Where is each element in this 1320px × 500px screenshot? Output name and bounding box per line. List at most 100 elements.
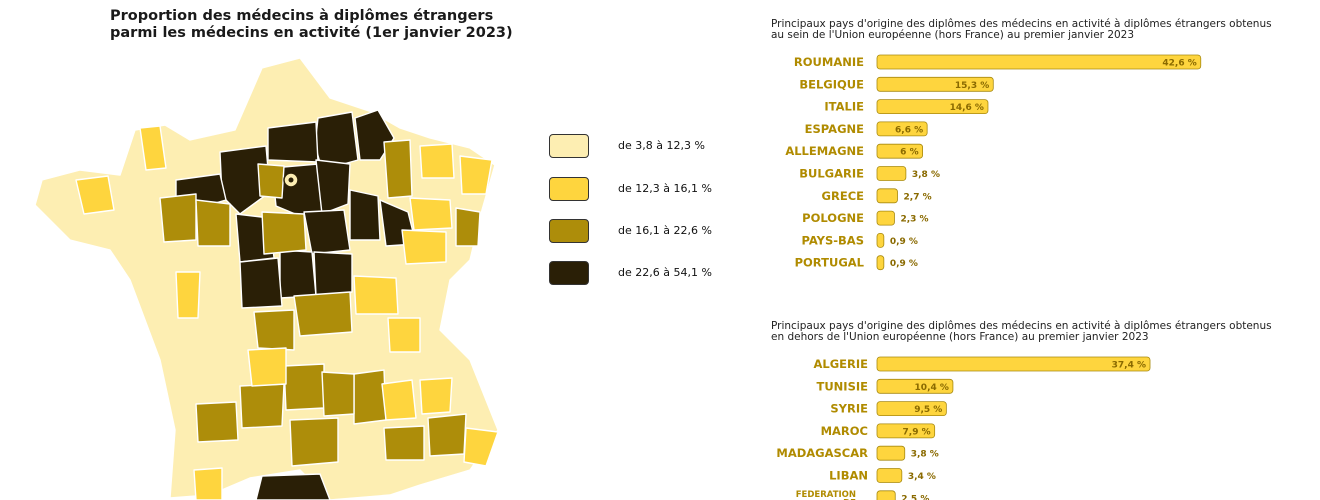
bar-value-label: 7,9 % xyxy=(903,427,931,437)
map-region-olive xyxy=(261,211,307,255)
map-region-yellow xyxy=(75,175,115,215)
map-title-line-1: Proportion des médecins à diplômes étran… xyxy=(110,8,494,24)
bar-value-label: 6,6 % xyxy=(895,125,923,135)
bar xyxy=(876,121,928,137)
legend-swatch xyxy=(549,134,589,158)
bar-value-label: 15,3 % xyxy=(955,81,989,91)
bar xyxy=(876,378,954,394)
map-region-olive xyxy=(293,291,353,337)
bar-category-label: BULGARIE xyxy=(799,167,864,181)
legend-item: de 3,8 à 12,3 % xyxy=(549,134,749,160)
non-eu-chart-title-line-1: Principaux pays d'origine des diplômes d… xyxy=(771,320,1272,332)
map-region-dark xyxy=(255,473,331,500)
legend-swatch xyxy=(549,261,589,285)
bar xyxy=(876,143,923,159)
map-region-olive xyxy=(289,417,339,467)
legend-item: de 16,1 à 22,6 % xyxy=(549,219,749,245)
non-eu-chart-title-line-2: en dehors de l'Union européenne (hors Fr… xyxy=(771,331,1149,343)
bar-category-label: ALLEMAGNE xyxy=(785,144,864,158)
map-region-yellow xyxy=(459,155,493,195)
legend-label: de 3,8 à 12,3 % xyxy=(618,139,705,152)
map-region-dark xyxy=(303,209,351,255)
bar xyxy=(876,356,1151,372)
map-region-yellow xyxy=(353,275,399,315)
bar xyxy=(876,445,906,461)
legend-label: de 12,3 à 16,1 % xyxy=(618,182,712,195)
map-region-olive xyxy=(159,193,197,243)
bar-value-label: 3,8 % xyxy=(912,170,940,180)
bar xyxy=(876,232,885,248)
bar-category-label: TUNISIE xyxy=(816,379,868,393)
bar xyxy=(876,401,947,417)
bar-value-label: 2,7 % xyxy=(904,192,932,202)
map-region-yellow xyxy=(193,467,223,500)
bar-category-label: POLOGNE xyxy=(802,211,864,225)
legend-label: de 22,6 à 54,1 % xyxy=(618,266,712,279)
bar-value-label: 37,4 % xyxy=(1112,361,1146,371)
bar-value-label: 10,4 % xyxy=(915,383,949,393)
bar-category-label: ITALIE xyxy=(824,100,864,114)
map-region-olive xyxy=(195,401,239,443)
bar-category-label: ESPAGNE xyxy=(805,122,864,136)
bar-category-label: LIBAN xyxy=(829,469,868,483)
bar xyxy=(876,423,936,439)
bar-value-label: 6 % xyxy=(900,148,918,158)
bar-category-label: SYRIE xyxy=(830,402,868,416)
bar-value-label: 2,3 % xyxy=(900,215,928,225)
bar-category-label: MAROC xyxy=(821,424,868,438)
bar-value-label: 9,5 % xyxy=(914,405,942,415)
map-title-line-2: parmi les médecins en activité (1er janv… xyxy=(110,25,513,41)
map-region-olive xyxy=(383,139,413,199)
bar-category-label: ALGERIE xyxy=(813,357,868,371)
bar-category-label: BELGIQUE xyxy=(799,77,864,91)
map-region-dark xyxy=(349,189,381,241)
legend-item: de 12,3 à 16,1 % xyxy=(549,177,749,203)
bar-value-label: 3,4 % xyxy=(908,472,936,482)
legend-item: de 22,6 à 54,1 % xyxy=(549,261,749,287)
bar xyxy=(876,210,895,226)
bar-category-label: GRECE xyxy=(822,189,865,203)
bar-category-label: FEDERATIONDERUSSIE xyxy=(796,490,856,500)
map-region-olive xyxy=(455,207,481,247)
map-region-dark xyxy=(239,257,283,309)
map-region-olive xyxy=(321,371,355,417)
eu-chart-title-line-2: au sein de l'Union européenne (hors Fran… xyxy=(771,29,1135,41)
map-region-olive xyxy=(257,163,285,199)
bar xyxy=(876,54,1202,70)
bar xyxy=(876,99,989,114)
legend-swatch xyxy=(549,177,589,201)
legend-label: de 16,1 à 22,6 % xyxy=(618,224,712,237)
bar xyxy=(876,76,994,92)
map-region-olive xyxy=(195,199,231,247)
bar-value-label: 3,8 % xyxy=(911,450,939,460)
bar-category-label: PAYS-BAS xyxy=(801,233,864,247)
map-region-yellow xyxy=(175,271,201,319)
bar-value-label: 2,5 % xyxy=(901,494,929,500)
map-paris-center xyxy=(288,177,294,183)
map-region-yellow xyxy=(387,317,421,353)
map-region-olive xyxy=(253,309,295,351)
bar xyxy=(876,490,896,500)
bar-category-label: MADAGASCAR xyxy=(776,446,868,460)
map-region-yellow xyxy=(463,427,499,467)
bar-value-label: 0,9 % xyxy=(890,237,918,247)
bar xyxy=(876,188,898,204)
bar xyxy=(876,255,885,271)
bar-category-label: PORTUGAL xyxy=(795,256,865,270)
eu-chart-title-line-1: Principaux pays d'origine des diplômes d… xyxy=(771,18,1272,30)
france-choropleth-map xyxy=(34,57,499,500)
legend-swatch xyxy=(549,219,589,243)
map-region-yellow xyxy=(409,197,453,231)
map-region-yellow xyxy=(419,143,455,179)
map-region-yellow xyxy=(419,377,453,415)
map-region-yellow xyxy=(401,229,447,265)
map-region-dark xyxy=(313,251,353,297)
bar-value-label: 42,6 % xyxy=(1162,59,1196,69)
map-region-yellow xyxy=(247,347,287,387)
bar-value-label: 14,6 % xyxy=(950,103,984,113)
map-region-dark xyxy=(315,159,351,215)
bar xyxy=(876,468,903,483)
bar xyxy=(876,166,907,181)
map-region-yellow xyxy=(381,379,417,421)
